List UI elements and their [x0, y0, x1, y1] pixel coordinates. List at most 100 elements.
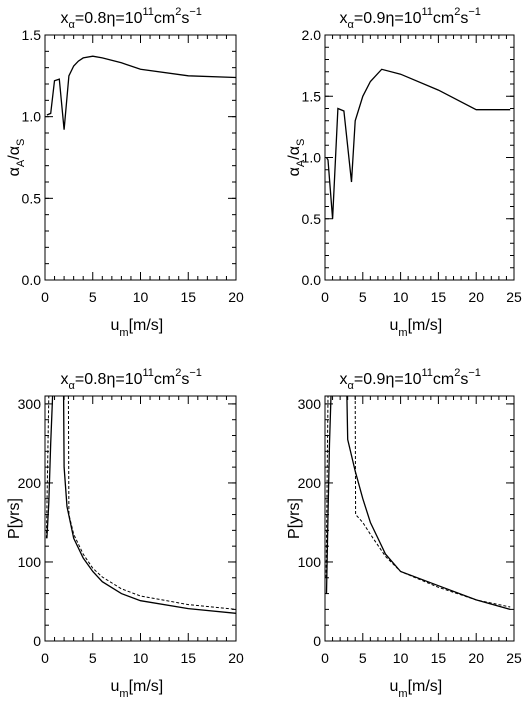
title-x-sub: α	[69, 380, 76, 392]
title-x-val: =0.8	[75, 10, 107, 27]
y-tick-label: 200	[298, 475, 322, 491]
title-x-sub: α	[348, 19, 355, 31]
y-label-main2: α	[6, 146, 23, 155]
y-tick-label: 2.0	[302, 27, 322, 43]
y-tick-label: 0	[313, 633, 321, 649]
series-line-dashed-2	[45, 396, 50, 539]
title-eta-exp: 11	[143, 6, 154, 18]
title-unit2: s	[460, 371, 468, 388]
title-unit: cm	[433, 10, 454, 27]
plot-frame	[324, 395, 515, 642]
x-label-unit: [m/s]	[129, 317, 164, 334]
x-tick-label: 10	[133, 289, 149, 305]
title-unit2: s	[181, 371, 189, 388]
title-unit2-exp: −1	[189, 6, 202, 18]
y-label-sub: A	[15, 159, 27, 167]
y-tick-label: 0.5	[302, 211, 322, 227]
x-tick-label: 15	[431, 289, 447, 305]
title-eta-val: =10	[394, 371, 421, 388]
title-x: x	[61, 10, 69, 27]
x-tick-label: 10	[393, 289, 409, 305]
title-unit: cm	[154, 10, 175, 27]
series-line-solid-0	[325, 68, 511, 219]
title-unit2-exp: −1	[468, 367, 481, 379]
title-eta-val: =10	[115, 10, 142, 27]
series-line-solid-0	[46, 396, 54, 539]
x-tick-label: 0	[321, 289, 329, 305]
title-unit2: s	[460, 10, 468, 27]
y-tick-label: 100	[298, 554, 322, 570]
x-tick-label: 5	[359, 289, 367, 305]
y-axis-label: αA/αS	[286, 139, 307, 177]
x-tick-label: 0	[321, 650, 329, 666]
x-tick-label: 20	[468, 650, 484, 666]
y-tick-label: 1.5	[22, 27, 42, 43]
title-unit2-exp: −1	[189, 367, 202, 379]
title-x: x	[340, 10, 348, 27]
x-label-main: u	[111, 678, 120, 695]
title-eta-exp: 11	[422, 367, 433, 379]
chart-title: xα=0.9η=1011cm2s−1	[340, 367, 481, 392]
series-line-dashed-3	[67, 396, 236, 610]
x-axis-label: um[m/s]	[111, 317, 164, 339]
title-unit-exp: 2	[175, 6, 181, 18]
x-label-unit: [m/s]	[129, 678, 164, 695]
y-tick-label: 300	[18, 396, 42, 412]
title-x-val: =0.9	[354, 10, 386, 27]
y-label-main: α	[286, 167, 303, 176]
y-tick-label: 1.5	[302, 88, 322, 104]
y-tick-label: 0.5	[22, 190, 42, 206]
y-tick-label: 100	[18, 554, 42, 570]
title-eta: η	[106, 371, 115, 388]
x-label-main: u	[390, 678, 399, 695]
x-tick-label: 15	[180, 650, 196, 666]
x-label-main: u	[111, 317, 120, 334]
series-line-solid-1	[62, 396, 236, 614]
x-tick-label: 25	[506, 650, 522, 666]
x-tick-label: 10	[133, 650, 149, 666]
x-axis-label: um[m/s]	[111, 678, 164, 700]
chart-panel-top-left: 0 5 10 15 200.00.51.01.5xα=0.8η=1011cm2s−1um…	[6, 6, 244, 339]
series-line-solid-0	[46, 55, 236, 130]
title-x-sub: α	[348, 380, 355, 392]
title-eta: η	[385, 10, 394, 27]
title-unit: cm	[154, 371, 175, 388]
y-label-main: α	[6, 167, 23, 176]
x-tick-label: 20	[228, 289, 244, 305]
series-line-solid-1	[346, 396, 511, 611]
y-label-main2: α	[286, 146, 303, 155]
y-label-sub: A	[295, 159, 307, 167]
x-tick-label: 5	[359, 650, 367, 666]
title-x-val: =0.8	[75, 371, 107, 388]
x-tick-label: 15	[180, 289, 196, 305]
series-line-solid-0	[325, 396, 332, 594]
series-line-dashed-3	[354, 396, 511, 608]
x-tick-label: 5	[89, 289, 97, 305]
x-axis-label: um[m/s]	[390, 317, 443, 339]
x-label-unit: [m/s]	[408, 678, 443, 695]
y-tick-label: 200	[18, 475, 42, 491]
x-tick-label: 5	[89, 650, 97, 666]
y-label-slash: /	[6, 155, 23, 160]
title-unit-exp: 2	[454, 6, 460, 18]
y-tick-label: 1.0	[22, 109, 42, 125]
title-x-val: =0.9	[354, 371, 386, 388]
x-tick-label: 15	[431, 650, 447, 666]
title-eta-val: =10	[115, 371, 142, 388]
x-tick-label: 20	[468, 289, 484, 305]
chart-title: xα=0.8η=1011cm2s−1	[61, 367, 202, 392]
plot-frame	[44, 34, 237, 281]
title-eta-exp: 11	[422, 6, 433, 18]
chart-title: xα=0.8η=1011cm2s−1	[61, 6, 202, 31]
y-tick-label: 0.0	[22, 272, 42, 288]
x-tick-label: 0	[41, 650, 49, 666]
x-tick-label: 10	[393, 650, 409, 666]
title-unit-exp: 2	[454, 367, 460, 379]
y-label-sub2: S	[15, 139, 27, 146]
title-unit: cm	[433, 371, 454, 388]
x-label-sub: m	[398, 327, 407, 339]
y-tick-label: 1.0	[302, 150, 322, 166]
x-label-sub: m	[119, 327, 128, 339]
series-line-dashed-2	[325, 396, 329, 578]
